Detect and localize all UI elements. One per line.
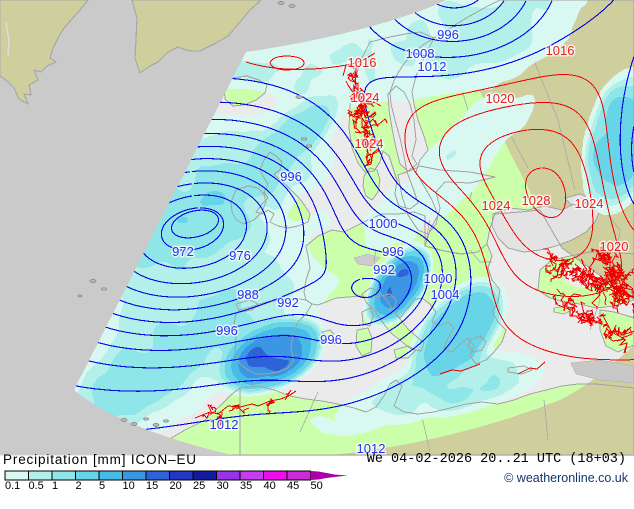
svg-text:1024: 1024	[351, 90, 380, 105]
svg-text:1016: 1016	[348, 55, 377, 70]
svg-text:988: 988	[237, 287, 259, 302]
svg-text:972: 972	[172, 244, 194, 259]
svg-text:1024: 1024	[482, 198, 511, 213]
svg-text:992: 992	[277, 295, 299, 310]
svg-text:996: 996	[280, 169, 302, 184]
svg-text:992: 992	[373, 262, 395, 277]
svg-text:5: 5	[99, 480, 105, 492]
svg-text:976: 976	[229, 248, 251, 263]
svg-text:10: 10	[123, 480, 135, 492]
svg-text:1028: 1028	[522, 193, 551, 208]
svg-text:1024: 1024	[355, 136, 384, 151]
svg-text:996: 996	[382, 244, 404, 259]
svg-text:1000: 1000	[369, 216, 398, 231]
svg-text:1012: 1012	[357, 441, 386, 456]
svg-text:1004: 1004	[431, 287, 460, 302]
svg-text:20: 20	[170, 480, 182, 492]
svg-text:1012: 1012	[210, 417, 239, 432]
svg-text:1016: 1016	[546, 43, 575, 58]
svg-text:1000: 1000	[424, 271, 453, 286]
svg-text:35: 35	[240, 480, 252, 492]
svg-text:30: 30	[217, 480, 229, 492]
svg-text:25: 25	[193, 480, 205, 492]
svg-text:996: 996	[437, 27, 459, 42]
svg-text:1024: 1024	[575, 196, 604, 211]
svg-text:1008: 1008	[406, 46, 435, 61]
svg-text:2: 2	[76, 480, 82, 492]
svg-text:0.5: 0.5	[29, 480, 44, 492]
svg-text:1012: 1012	[418, 59, 447, 74]
svg-text:0.1: 0.1	[5, 480, 20, 492]
svg-text:1020: 1020	[600, 239, 629, 254]
svg-text:15: 15	[146, 480, 158, 492]
svg-text:40: 40	[264, 480, 276, 492]
svg-text:45: 45	[287, 480, 299, 492]
svg-text:1020: 1020	[486, 91, 515, 106]
svg-text:50: 50	[311, 480, 323, 492]
svg-text:996: 996	[320, 332, 342, 347]
svg-text:1: 1	[52, 480, 58, 492]
svg-text:996: 996	[216, 323, 238, 338]
